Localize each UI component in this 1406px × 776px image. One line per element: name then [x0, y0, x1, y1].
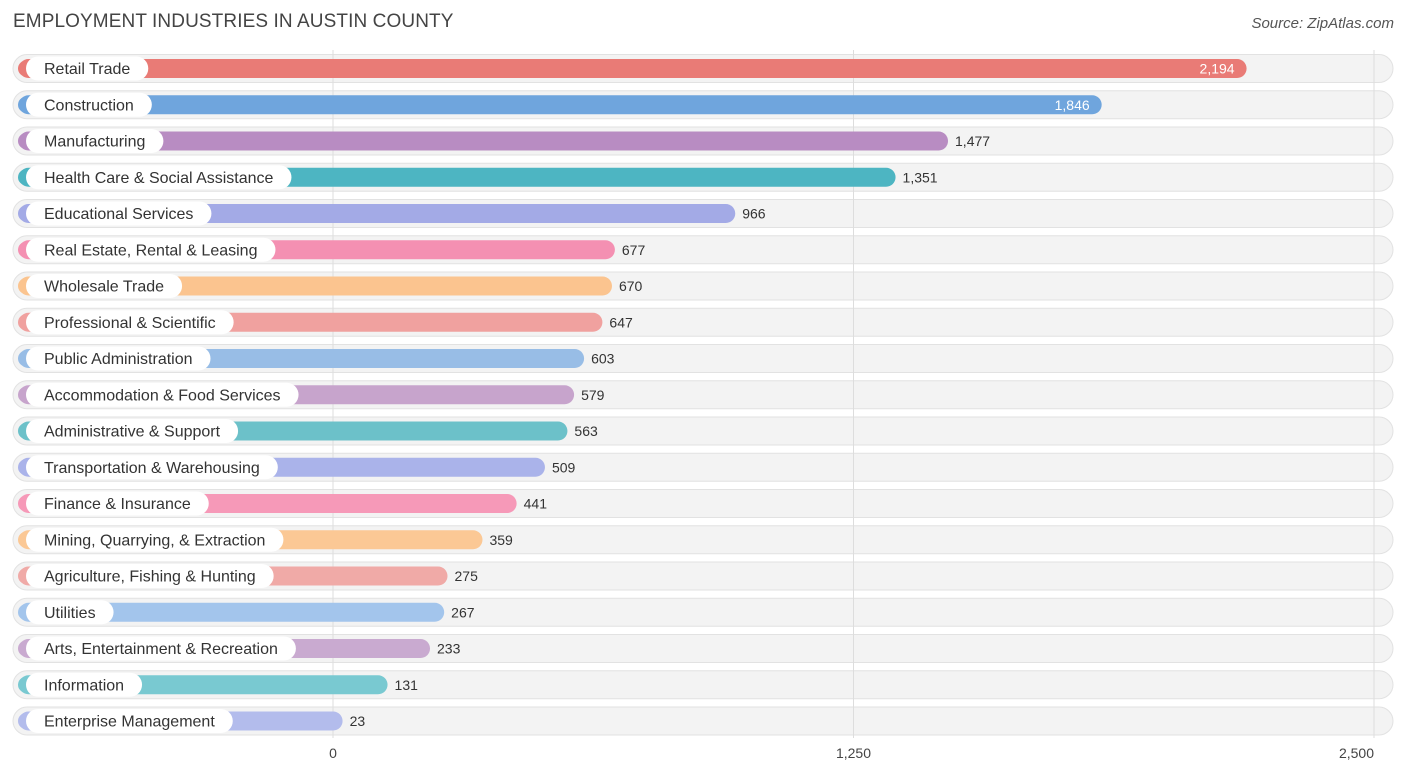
value-label: 131 [395, 677, 419, 693]
category-label-pill [26, 382, 299, 407]
category-label: Transportation & Warehousing [44, 460, 260, 477]
bar [19, 59, 1247, 78]
value-label: 233 [437, 641, 461, 657]
value-label: 966 [742, 206, 766, 222]
value-label: 677 [622, 242, 646, 258]
bar [19, 131, 949, 151]
category-label: Arts, Entertainment & Recreation [44, 641, 278, 658]
value-label: 1,351 [903, 169, 938, 185]
category-label-pill [26, 56, 149, 81]
category-label-pill [26, 600, 114, 625]
value-label: 670 [619, 278, 643, 294]
value-label: 23 [350, 713, 366, 729]
category-label: Construction [44, 97, 134, 114]
category-label: Accommodation & Food Services [44, 387, 281, 404]
category-label-pill [26, 92, 152, 117]
x-tick-label: 1,250 [836, 745, 871, 761]
category-label: Professional & Scientific [44, 315, 216, 332]
category-label: Real Estate, Rental & Leasing [44, 242, 257, 259]
category-label-pill [26, 709, 233, 733]
value-label: 509 [552, 459, 576, 475]
value-label: 441 [524, 496, 548, 512]
bar [19, 95, 1102, 115]
category-label-pill [26, 165, 292, 190]
category-label-pill [26, 455, 278, 480]
row-track [12, 706, 1394, 736]
category-label-pill [26, 564, 274, 588]
chart-title: EMPLOYMENT INDUSTRIES IN AUSTIN COUNTY [13, 11, 454, 32]
source-label: Source: ZipAtlas.com [1251, 15, 1394, 32]
category-label-pill [26, 672, 143, 697]
value-label: 267 [451, 604, 475, 620]
category-label: Public Administration [44, 351, 193, 368]
value-label: 603 [591, 351, 615, 367]
value-label: 359 [489, 532, 513, 548]
value-label: 647 [609, 314, 633, 330]
category-label-pill [26, 491, 209, 516]
category-label: Finance & Insurance [44, 496, 191, 513]
category-label-pill [26, 527, 284, 552]
category-label-pill [26, 419, 239, 443]
value-label: 2,194 [1200, 61, 1235, 77]
category-label-pill [26, 237, 276, 262]
category-label: Information [44, 677, 124, 694]
category-label-pill [26, 310, 234, 335]
category-label: Agriculture, Fishing & Hunting [44, 569, 256, 586]
category-label: Manufacturing [44, 134, 145, 151]
x-tick-label: 2,500 [1339, 745, 1374, 761]
category-label-pill [26, 129, 164, 153]
category-label-pill [26, 636, 296, 661]
x-tick-label: 0 [329, 745, 337, 761]
category-label: Mining, Quarrying, & Extraction [44, 532, 265, 549]
category-label-pill [26, 346, 211, 371]
category-label: Enterprise Management [44, 714, 215, 731]
category-label-pill [26, 274, 183, 298]
category-label: Health Care & Social Assistance [44, 170, 274, 187]
value-label: 275 [455, 568, 479, 584]
value-label: 1,846 [1055, 97, 1090, 113]
bar [19, 602, 445, 622]
category-label: Utilities [44, 605, 96, 622]
category-label: Educational Services [44, 206, 193, 223]
value-label: 1,477 [955, 133, 990, 149]
category-label-pill [26, 201, 212, 226]
value-label: 579 [581, 387, 605, 403]
category-label: Retail Trade [44, 61, 130, 78]
value-label: 563 [574, 423, 598, 439]
category-label: Administrative & Support [44, 424, 221, 441]
category-label: Wholesale Trade [44, 279, 164, 296]
